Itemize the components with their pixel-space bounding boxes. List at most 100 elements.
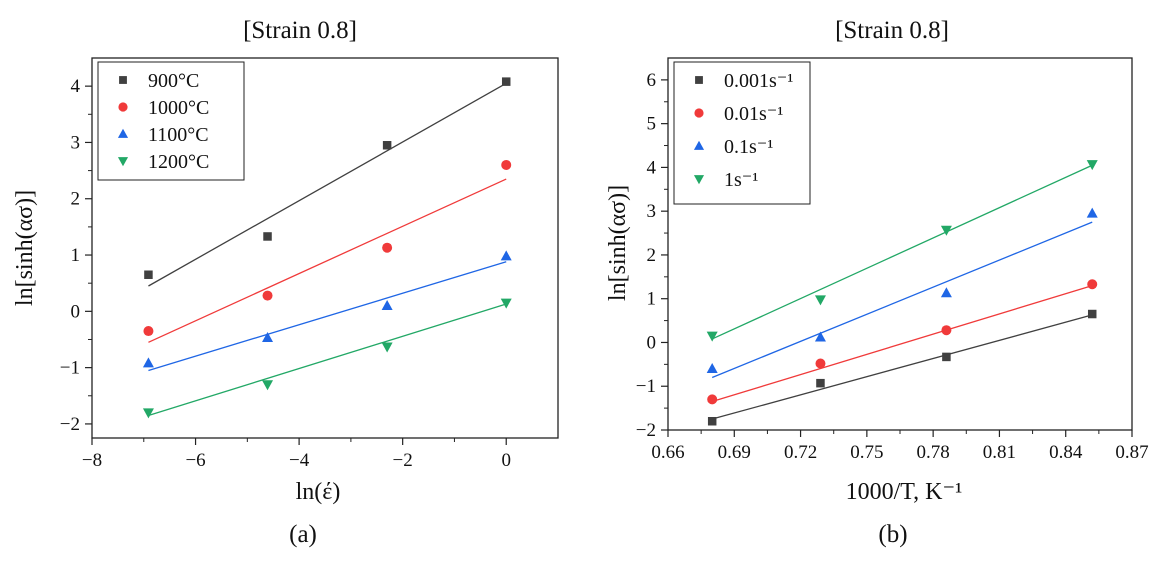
y-tick-label: 2 bbox=[71, 189, 81, 210]
chart-panel-a: [Strain 0.8] −8 −6 −4 −2 0 −2 −1 0 1 2 3 4 ln(έ) ln[s… bbox=[12, 17, 559, 548]
data-point bbox=[706, 362, 718, 373]
series-2 bbox=[143, 159, 512, 343]
legend-marker bbox=[119, 76, 127, 84]
y-tick-label: 4 bbox=[71, 76, 81, 97]
data-point bbox=[382, 242, 393, 253]
panel-label: (b) bbox=[878, 521, 907, 548]
x-tick-label: 0.81 bbox=[983, 442, 1016, 463]
fit-line bbox=[148, 178, 507, 343]
data-point bbox=[1086, 160, 1098, 171]
data-point bbox=[707, 394, 718, 405]
x-axis-label: ln(έ) bbox=[296, 479, 341, 505]
fit-line bbox=[148, 303, 507, 417]
legend-label: 1000°C bbox=[148, 97, 209, 119]
data-point bbox=[1086, 207, 1098, 218]
legend-marker bbox=[693, 175, 705, 185]
legend-label: 1200°C bbox=[148, 151, 209, 173]
data-point bbox=[940, 225, 952, 236]
y-tick-label: 4 bbox=[647, 157, 657, 178]
fit-line bbox=[711, 221, 1093, 379]
data-point bbox=[142, 357, 154, 368]
legend-marker bbox=[117, 128, 129, 138]
series-1 bbox=[144, 77, 511, 287]
data-point bbox=[501, 77, 511, 86]
data-point bbox=[382, 141, 392, 150]
x-tick-label: −8 bbox=[82, 450, 102, 471]
data-point bbox=[501, 159, 512, 170]
data-point bbox=[262, 290, 273, 301]
y-tick-label: 6 bbox=[647, 70, 657, 91]
series-3 bbox=[142, 250, 512, 372]
chart-panel-b: [Strain 0.8] 0.66 0.69 0.72 0.75 0.78 0.81 0.84… bbox=[605, 17, 1149, 548]
x-tick-label: −2 bbox=[393, 450, 413, 471]
x-tick-label: −4 bbox=[289, 450, 310, 471]
x-tick-label: 0.87 bbox=[1115, 442, 1148, 463]
y-tick-label: 1 bbox=[71, 245, 81, 266]
y-tick-label: 0 bbox=[71, 301, 81, 322]
y-tick-label: 5 bbox=[647, 114, 657, 135]
data-point bbox=[381, 299, 393, 310]
y-tick-label: −2 bbox=[60, 414, 80, 435]
data-point bbox=[144, 270, 153, 279]
fit-line bbox=[148, 82, 507, 287]
legend-label: 1100°C bbox=[148, 124, 209, 146]
data-point bbox=[707, 416, 717, 426]
legend-marker bbox=[118, 102, 128, 112]
y-axis-label: ln[sinh(ασ)] bbox=[605, 185, 631, 301]
data-point bbox=[263, 232, 272, 241]
y-tick-label: −1 bbox=[60, 358, 80, 379]
data-point bbox=[706, 331, 718, 342]
data-point bbox=[500, 250, 512, 261]
y-tick-label: 0 bbox=[647, 332, 657, 353]
data-point bbox=[942, 352, 951, 362]
data-point bbox=[262, 332, 274, 343]
data-point bbox=[815, 358, 826, 369]
data-point bbox=[142, 408, 154, 419]
series-4 bbox=[706, 160, 1098, 342]
panel-label: (a) bbox=[289, 521, 317, 548]
fit-line bbox=[148, 261, 507, 372]
data-point bbox=[262, 380, 274, 391]
x-tick-label: 0.66 bbox=[651, 442, 684, 463]
legend: 900°C 1000°C 1100°C 1200°C bbox=[97, 61, 245, 181]
y-tick-label: −1 bbox=[636, 376, 656, 397]
legend-label: 1s⁻¹ bbox=[724, 169, 758, 191]
legend-marker bbox=[695, 76, 703, 84]
series-2 bbox=[707, 279, 1098, 405]
legend-marker bbox=[694, 108, 704, 118]
fit-line bbox=[712, 284, 1093, 403]
x-tick-label: 0.75 bbox=[850, 442, 883, 463]
data-point bbox=[816, 378, 825, 388]
series-3 bbox=[706, 207, 1098, 379]
legend-label: 0.1s⁻¹ bbox=[724, 136, 773, 158]
data-point bbox=[1087, 279, 1098, 290]
y-tick-label: −2 bbox=[636, 420, 656, 441]
legend-box bbox=[673, 61, 811, 205]
plot-frame bbox=[91, 57, 559, 439]
series-4 bbox=[142, 298, 512, 419]
fit-line bbox=[711, 164, 1093, 340]
data-point bbox=[941, 325, 952, 336]
x-tick-label: 0.78 bbox=[917, 442, 950, 463]
chart-title: [Strain 0.8] bbox=[835, 17, 949, 44]
x-tick-label: 0.84 bbox=[1049, 442, 1083, 463]
y-axis-label: ln[sinh(ασ)] bbox=[12, 190, 38, 306]
legend-label: 900°C bbox=[148, 70, 199, 92]
data-point bbox=[814, 295, 826, 306]
legend: 0.001s⁻¹ 0.01s⁻¹ 0.1s⁻¹ 1s⁻¹ bbox=[673, 61, 811, 205]
x-tick-label: 0.72 bbox=[784, 442, 817, 463]
x-tick-label: 0.69 bbox=[718, 442, 751, 463]
legend-label: 0.001s⁻¹ bbox=[724, 70, 793, 92]
x-tick-label: 0 bbox=[501, 450, 511, 471]
data-point bbox=[814, 331, 826, 342]
fit-line bbox=[712, 314, 1093, 420]
series-1 bbox=[707, 309, 1097, 426]
y-tick-label: 3 bbox=[71, 132, 81, 153]
x-tick-label: −6 bbox=[185, 450, 205, 471]
y-tick-label: 3 bbox=[647, 201, 657, 222]
legend-marker bbox=[117, 157, 129, 167]
legend-label: 0.01s⁻¹ bbox=[724, 103, 783, 125]
chart-title: [Strain 0.8] bbox=[243, 17, 357, 44]
legend-marker bbox=[693, 140, 705, 150]
